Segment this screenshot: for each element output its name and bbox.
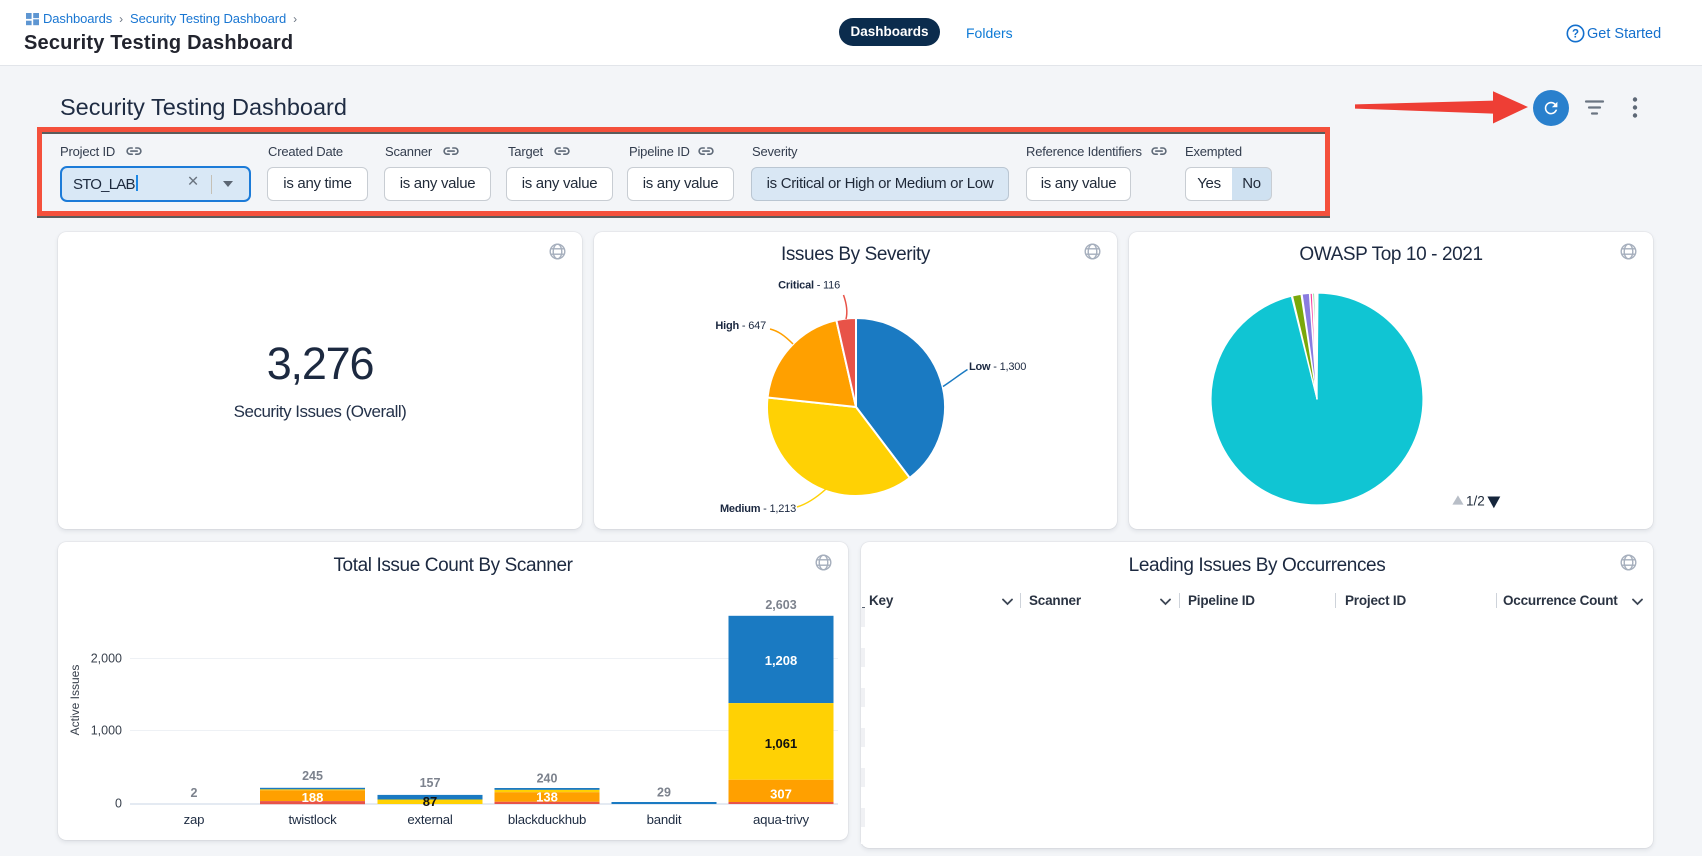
svg-text:1,208: 1,208 [765,653,798,668]
svg-text:High - 647: High - 647 [715,320,766,332]
svg-text:2,603: 2,603 [765,598,796,612]
svg-text:zap: zap [184,812,205,827]
svg-text:138: 138 [536,790,558,805]
svg-text:external: external [407,812,453,827]
svg-text:twistlock: twistlock [288,812,337,827]
svg-text:1/2: 1/2 [1466,494,1485,509]
svg-text:240: 240 [537,772,558,786]
svg-text:1,000: 1,000 [91,724,122,738]
svg-text:157: 157 [420,776,441,790]
svg-text:bandit: bandit [647,812,682,827]
svg-text:245: 245 [302,769,323,783]
svg-text:87: 87 [423,794,437,809]
svg-text:29: 29 [657,786,671,800]
svg-text:1,061: 1,061 [765,736,798,751]
svg-text:Low - 1,300: Low - 1,300 [969,361,1026,373]
svg-text:Critical - 116: Critical - 116 [778,280,840,292]
svg-text:0: 0 [115,797,122,811]
svg-text:307: 307 [770,787,792,802]
svg-text:blackduckhub: blackduckhub [508,812,586,827]
svg-text:2: 2 [191,786,198,800]
svg-text:188: 188 [302,790,324,805]
svg-text:Active Issues: Active Issues [68,665,82,736]
svg-text:?: ? [1572,29,1579,41]
svg-text:Medium - 1,213: Medium - 1,213 [720,503,796,515]
svg-text:2,000: 2,000 [91,652,122,666]
svg-text:aqua-trivy: aqua-trivy [753,812,810,827]
